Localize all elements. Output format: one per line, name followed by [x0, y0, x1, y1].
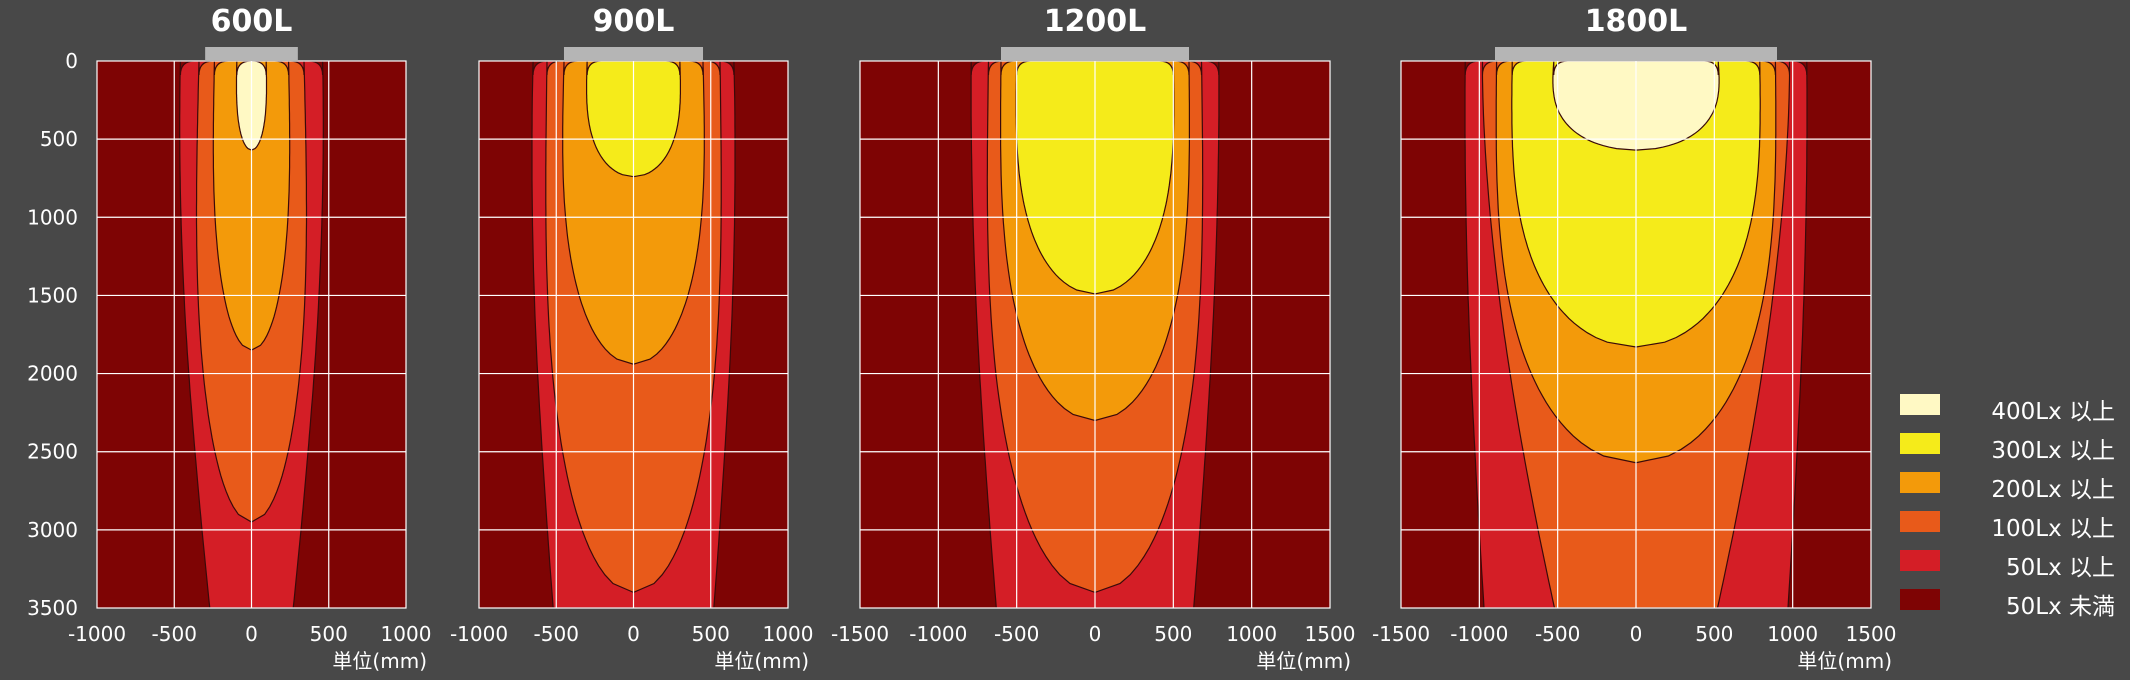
lamp-bar: [1495, 47, 1777, 61]
x-tick-label: 1000: [381, 622, 432, 646]
legend-item: 300Lx 以上: [1900, 431, 2120, 470]
panel-title: 1200L: [1044, 4, 1147, 39]
x-tick-label: -500: [534, 622, 579, 646]
x-tick-label: 0: [627, 622, 640, 646]
y-tick-label: 2000: [27, 362, 78, 386]
x-tick-label: 0: [245, 622, 258, 646]
x-axis-label: 単位(mm): [332, 649, 427, 673]
y-tick-label: 1000: [27, 205, 78, 229]
legend-label: 300Lx 以上: [1991, 438, 2115, 464]
y-tick-label: 3000: [27, 518, 78, 542]
x-tick-label: 500: [1154, 622, 1192, 646]
x-tick-label: 0: [1089, 622, 1102, 646]
x-axis-label: 単位(mm): [1797, 649, 1892, 673]
y-tick-label: 1500: [27, 283, 78, 307]
lamp-bar: [205, 47, 298, 61]
legend-item: 400Lx 以上: [1900, 392, 2120, 431]
x-tick-label: -1500: [831, 622, 889, 646]
x-tick-label: 500: [1695, 622, 1733, 646]
x-tick-label: -1000: [1450, 622, 1508, 646]
y-tick-label: 0: [65, 49, 78, 73]
legend: 400Lx 以上 300Lx 以上 200Lx 以上 100Lx 以上 50Lx 以上 5…: [1900, 392, 2120, 626]
y-tick-label: 500: [40, 127, 78, 151]
lamp-bar: [1001, 47, 1189, 61]
x-axis-label: 単位(mm): [714, 649, 809, 673]
legend-label: 100Lx 以上: [1991, 516, 2115, 542]
x-tick-label: 500: [310, 622, 348, 646]
legend-label: 50Lx 以上: [2005, 555, 2115, 581]
panel-600L: 600L -1000 -500 0 500 1000 0 500 1000 1500 2000 250…: [27, 4, 431, 673]
panel-title: 1800L: [1585, 4, 1688, 39]
x-tick-label: -500: [994, 622, 1039, 646]
x-tick-label: -1000: [68, 622, 126, 646]
x-tick-label: 1000: [1226, 622, 1277, 646]
x-tick-label: 1500: [1846, 622, 1897, 646]
legend-item: 100Lx 以上: [1900, 509, 2120, 548]
x-tick-label: 1000: [763, 622, 814, 646]
x-tick-label: -1000: [450, 622, 508, 646]
legend-swatch: [1900, 472, 1940, 493]
x-axis-label: 単位(mm): [1256, 649, 1351, 673]
lamp-bar: [563, 47, 704, 61]
y-tick-label: 2500: [27, 440, 78, 464]
legend-item: 50Lx 未満: [1900, 587, 2120, 626]
panel-900L: 900L -1000 -500 0 500 1000 単位(mm): [450, 4, 814, 673]
x-tick-label: -1000: [909, 622, 967, 646]
x-tick-label: -1500: [1372, 622, 1430, 646]
x-tick-label: 0: [1630, 622, 1643, 646]
x-tick-label: -500: [152, 622, 197, 646]
legend-item: 50Lx 以上: [1900, 548, 2120, 587]
legend-item: 200Lx 以上: [1900, 470, 2120, 509]
legend-swatch: [1900, 394, 1940, 415]
x-tick-label: 1000: [1767, 622, 1818, 646]
legend-swatch: [1900, 433, 1940, 454]
panel-1200L: 1200L -1500 -1000 -500 0 500 1000 1500 単位(mm): [831, 4, 1356, 673]
x-tick-label: -500: [1535, 622, 1580, 646]
panel-1800L: 1800L -1500 -1000 -500 0 500 1000 1500 単位(mm): [1372, 4, 1897, 673]
y-tick-label: 3500: [27, 596, 78, 620]
legend-label: 400Lx 以上: [1991, 399, 2115, 425]
panel-title: 900L: [593, 4, 675, 39]
x-tick-label: 500: [692, 622, 730, 646]
legend-label: 200Lx 以上: [1991, 477, 2115, 503]
x-tick-label: 1500: [1305, 622, 1356, 646]
legend-swatch: [1900, 511, 1940, 532]
legend-swatch: [1900, 589, 1940, 610]
legend-label: 50Lx 未満: [2005, 594, 2115, 620]
legend-swatch: [1900, 550, 1940, 571]
panel-title: 600L: [211, 4, 293, 39]
